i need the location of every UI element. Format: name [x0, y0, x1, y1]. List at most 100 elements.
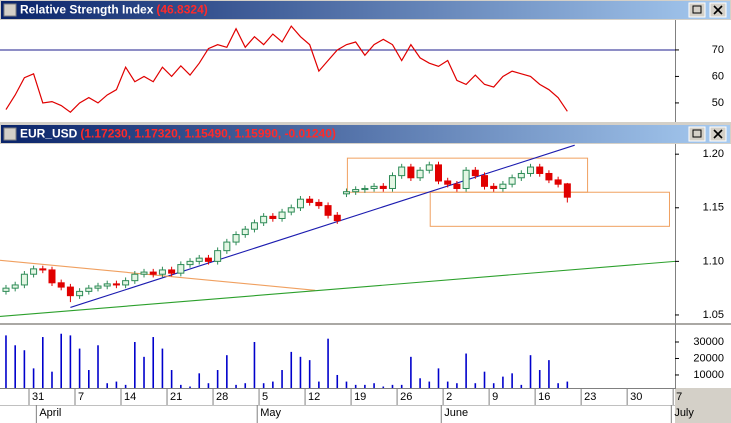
- volume-panel: [0, 325, 731, 388]
- panel-title: EUR_USD (1.17230, 1.17320, 1.15490, 1.159…: [20, 127, 336, 141]
- candle-body: [434, 164, 442, 182]
- x-tick-label: 28: [216, 391, 228, 403]
- x-tick-label: 31: [32, 391, 44, 403]
- title-bar: [1, 125, 730, 143]
- candle-body: [361, 187, 369, 191]
- y-tick-label: 70: [712, 44, 724, 56]
- candle-body: [324, 205, 332, 216]
- candle-body: [296, 198, 304, 209]
- candle-body: [536, 166, 544, 174]
- candle-body: [306, 198, 314, 203]
- candle-body: [122, 280, 130, 286]
- panel-title: Relative Strength Index (46.8324): [20, 3, 208, 17]
- trend-line: [0, 259, 316, 291]
- window-icon: [3, 3, 17, 17]
- candle-body: [158, 269, 166, 275]
- candle-body: [444, 180, 452, 185]
- rsi-line: [5, 25, 568, 113]
- candle-body: [214, 250, 222, 262]
- candle-body: [140, 271, 148, 275]
- candle-body: [149, 271, 157, 275]
- month-label: July: [674, 407, 694, 419]
- restore-button[interactable]: [688, 126, 706, 142]
- candle-body: [250, 222, 258, 230]
- candle-body: [241, 228, 249, 236]
- candle-body: [30, 268, 38, 275]
- candle-body: [554, 179, 562, 185]
- candle-body: [490, 185, 498, 189]
- close-icon: [713, 5, 723, 15]
- title-value: (1.17230, 1.17320, 1.15490, 1.15990, -0.…: [80, 127, 336, 141]
- y-tick-label: 1.10: [703, 255, 724, 267]
- candle-body: [112, 283, 120, 286]
- restore-button[interactable]: [688, 2, 706, 18]
- x-tick-label: 5: [262, 391, 268, 403]
- month-label: June: [444, 407, 468, 419]
- y-tick-label: 1.20: [703, 148, 724, 160]
- candle-body: [416, 169, 424, 179]
- candle-body: [462, 169, 470, 189]
- trend-line: [70, 144, 575, 308]
- candle-body: [223, 241, 231, 252]
- title-value: (46.8324): [156, 3, 207, 17]
- candle-body: [103, 283, 111, 287]
- candle-body: [379, 185, 387, 189]
- month-label: April: [39, 407, 61, 419]
- x-tick-label: 19: [354, 391, 366, 403]
- candle-body: [94, 285, 102, 289]
- close-icon: [713, 129, 723, 139]
- candle-body: [508, 177, 516, 185]
- price-panel: [0, 144, 731, 323]
- x-tick-label: 16: [538, 391, 550, 403]
- candle-body: [20, 273, 28, 286]
- candle-body: [342, 191, 350, 195]
- rsi-panel: [0, 20, 731, 122]
- candle-body: [2, 287, 10, 292]
- candle-body: [398, 166, 406, 177]
- y-tick-label: 20000: [693, 352, 724, 364]
- candle-body: [471, 169, 479, 177]
- y-tick-label: 1.15: [703, 202, 724, 214]
- candle-body: [66, 286, 74, 297]
- candle-body: [425, 164, 433, 171]
- trend-line: [0, 260, 676, 318]
- x-tick-label: 21: [170, 391, 182, 403]
- window-icon: [3, 127, 17, 141]
- candle-body: [39, 268, 47, 271]
- y-tick-label: 60: [712, 70, 724, 82]
- x-tick-label: 7: [78, 391, 84, 403]
- x-tick-label: 12: [308, 391, 320, 403]
- title-text: Relative Strength Index: [20, 3, 154, 17]
- candle-body: [85, 287, 93, 292]
- candle-body: [269, 215, 277, 219]
- candle-body: [527, 166, 535, 174]
- candle-body: [370, 185, 378, 189]
- candle-body: [195, 257, 203, 262]
- title-bar: [1, 1, 730, 19]
- x-tick-label: 9: [492, 391, 498, 403]
- candle-body: [232, 234, 240, 243]
- candle-body: [131, 273, 139, 282]
- y-tick-label: 50: [712, 97, 724, 109]
- candle-body: [315, 201, 323, 207]
- title-text: EUR_USD: [20, 127, 78, 141]
- candle-body: [333, 214, 341, 222]
- candle-body: [499, 183, 507, 189]
- candle-body: [48, 269, 56, 284]
- candle-body: [168, 269, 176, 274]
- month-label: May: [260, 407, 281, 419]
- x-tick-label: 7: [676, 391, 682, 403]
- y-tick-label: 30000: [693, 336, 724, 348]
- candle-body: [57, 282, 65, 288]
- y-tick-label: 10000: [693, 369, 724, 381]
- candle-body: [545, 172, 553, 181]
- y-tick-label: 1.05: [703, 309, 724, 321]
- candle-body: [287, 207, 295, 213]
- x-tick-label: 2: [446, 391, 452, 403]
- x-tick-label: 26: [400, 391, 412, 403]
- candle-body: [186, 260, 194, 266]
- candle-body: [517, 172, 525, 179]
- candle-body: [453, 183, 461, 189]
